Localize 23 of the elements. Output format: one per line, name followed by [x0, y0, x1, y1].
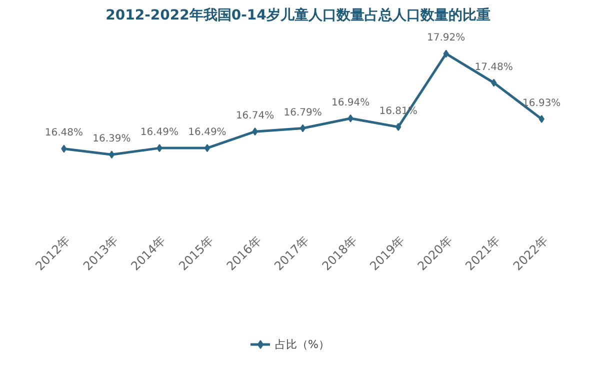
data-label: 17.92%	[427, 32, 466, 44]
point	[538, 115, 544, 124]
legend-label: 占比（%）	[275, 336, 330, 352]
point	[395, 122, 402, 131]
data-label: 16.93%	[522, 98, 561, 110]
data-label: 16.48%	[44, 128, 84, 139]
point	[300, 124, 306, 132]
point	[156, 144, 162, 152]
point	[348, 114, 354, 122]
point	[108, 150, 115, 159]
point	[61, 144, 67, 153]
data-label: 16.49%	[140, 127, 179, 138]
chart-title: 2012-2022年我国0-14岁儿童人口数量占总人口数量的比重	[106, 6, 490, 24]
data-label: 16.74%	[236, 110, 274, 122]
data-label: 17.48%	[474, 62, 513, 73]
data-label: 16.49%	[188, 127, 226, 138]
point	[491, 78, 497, 87]
data-label: 16.94%	[331, 97, 370, 108]
point	[252, 128, 258, 136]
point	[443, 50, 449, 58]
data-label: 16.79%	[284, 107, 322, 118]
point	[204, 144, 210, 152]
data-label: 16.39%	[92, 134, 131, 145]
